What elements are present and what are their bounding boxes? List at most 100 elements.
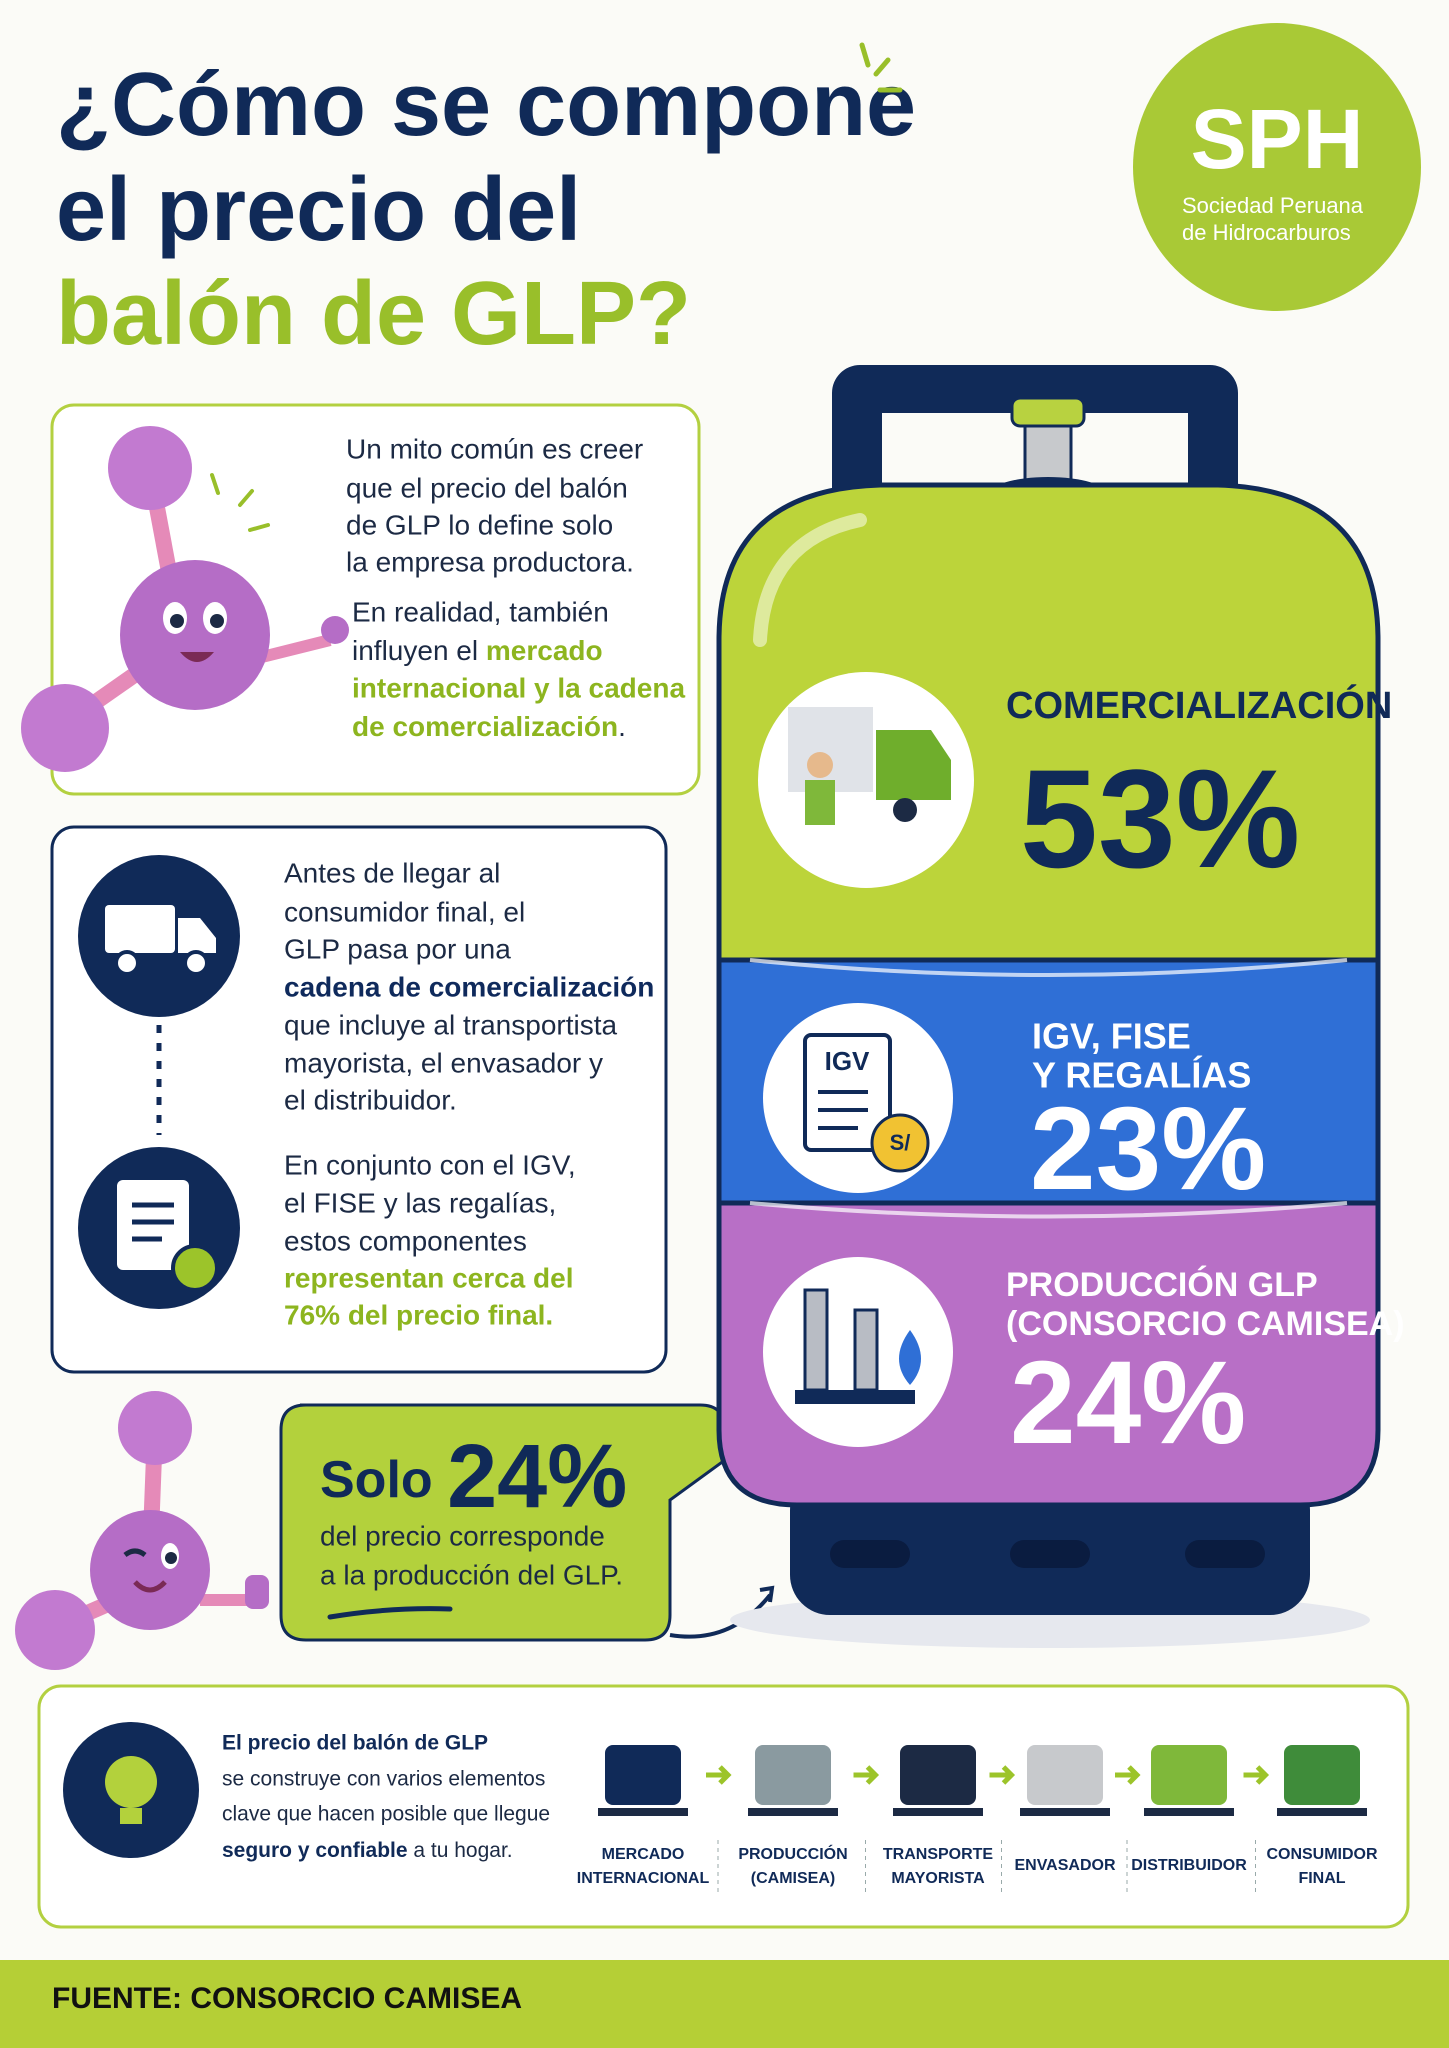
step-label: MERCADO <box>602 1846 685 1863</box>
footer-band <box>0 1960 1449 2048</box>
myth-text: la empresa productora. <box>346 546 634 577</box>
mascot-part <box>321 616 349 644</box>
mascot-part <box>170 614 184 628</box>
step-arrow <box>706 1765 732 1785</box>
summary-highlight: seguro y confiable <box>222 1839 408 1862</box>
myth-text: de GLP lo define solo <box>346 509 613 540</box>
mascot-2-part <box>123 1548 147 1558</box>
summary-box: El precio del balón de GLP se construye … <box>37 1684 1410 1929</box>
chain-text: que incluye al transportista <box>284 1009 618 1040</box>
section-label: Y REGALÍAS <box>1032 1055 1251 1096</box>
underline <box>327 1606 453 1620</box>
chain-text: el distribuidor. <box>284 1084 457 1115</box>
mascot-2-part <box>165 1552 177 1564</box>
plant-icon <box>803 1288 829 1392</box>
title-line: ¿Cómo se compone <box>56 55 916 155</box>
mascot <box>21 426 349 772</box>
truck-icon <box>178 918 216 953</box>
reality-highlight: mercado <box>486 635 603 666</box>
step-icon-base <box>1020 1808 1110 1816</box>
reality-text: . <box>618 711 626 742</box>
truck-icon <box>183 950 209 976</box>
mascot-part <box>210 473 270 532</box>
mascot-2-part <box>118 1391 192 1465</box>
chain-text: el FISE y las regalías, <box>284 1187 556 1218</box>
flame-icon <box>899 1330 921 1385</box>
coin-text: S/ <box>890 1130 911 1155</box>
cylinder: COMERCIALIZACIÓN 53% IGV S/ IGV, FISE Y … <box>716 365 1405 1648</box>
chain-highlight: representan cerca del <box>284 1262 574 1293</box>
section-label: PRODUCCIÓN GLP <box>1006 1266 1318 1304</box>
step-icon <box>1151 1745 1227 1805</box>
chain-text: estos componentes <box>284 1225 527 1256</box>
chain-highlight: cadena de comercialización <box>284 971 654 1002</box>
truck-icon <box>114 950 140 976</box>
step-icon-base <box>893 1808 983 1816</box>
summary-text: se construye con varios elementos <box>222 1768 545 1791</box>
step-icon-base <box>1144 1808 1234 1816</box>
step-icon-base <box>748 1808 838 1816</box>
section-share: 24% <box>1010 1337 1246 1469</box>
summary-text: seguro y confiable a tu hogar. <box>222 1839 513 1862</box>
step-label: ENVASADOR <box>1014 1857 1115 1874</box>
section-label: COMERCIALIZACIÓN <box>1006 683 1392 727</box>
plant-icon <box>795 1390 915 1404</box>
coin-icon <box>171 1244 219 1292</box>
reality-highlight: internacional y la cadena <box>352 672 685 703</box>
myth-text: que el precio del balón <box>346 472 628 503</box>
truck-icon <box>105 905 175 953</box>
mascot-2-part <box>90 1510 210 1630</box>
person-icon <box>805 780 835 825</box>
base <box>1185 1540 1265 1568</box>
sparkle <box>859 42 903 93</box>
step-label: INTERNACIONAL <box>577 1870 710 1887</box>
mascot-2 <box>15 1391 269 1670</box>
reality-text: En realidad, también <box>352 596 609 627</box>
section-share: 53% <box>1020 740 1300 897</box>
footer-source: FUENTE: CONSORCIO CAMISEA <box>52 1982 522 2015</box>
bulb-icon <box>105 1756 157 1808</box>
mascot-part <box>180 652 214 662</box>
coin-icon <box>870 1113 930 1173</box>
chain-text: GLP pasa por una <box>284 933 511 964</box>
logo-name: de Hidrocarburos <box>1182 220 1351 245</box>
plant-icon <box>853 1308 879 1392</box>
step-arrow <box>1115 1765 1141 1785</box>
title-line: balón de GLP? <box>56 264 691 364</box>
reality-text: influyen el <box>352 635 486 666</box>
speech-bubble: Solo 24% del precio corresponde a la pro… <box>279 1403 775 1642</box>
valve <box>1010 396 1086 428</box>
person-icon <box>807 752 833 778</box>
mascot-part <box>108 426 192 510</box>
mascot-2-part <box>15 1590 95 1670</box>
myth-box: Un mito común es creer que el precio del… <box>21 403 701 796</box>
title-line: el precio del <box>56 160 581 260</box>
steps: MERCADO INTERNACIONAL PRODUCCIÓN (CAMISEA) T… <box>577 1745 1378 1895</box>
step-icon <box>1027 1745 1103 1805</box>
bubble-lead: Solo <box>320 1451 447 1509</box>
bubble-lead: Solo 24% <box>320 1427 627 1527</box>
step-icon-base <box>598 1808 688 1816</box>
truck-icon <box>876 730 951 800</box>
mascot-2-part <box>133 1580 167 1593</box>
step-icon <box>900 1745 976 1805</box>
step-label: MAYORISTA <box>891 1870 985 1887</box>
logo: SPH Sociedad Peruana de Hidrocarburos <box>1133 23 1421 311</box>
step-arrow <box>853 1765 880 1785</box>
step-arrow <box>1243 1765 1270 1785</box>
step-label: DISTRIBUIDOR <box>1131 1857 1247 1874</box>
chain-text: En conjunto con el IGV, <box>284 1149 576 1180</box>
myth-text: Un mito común es creer <box>346 433 643 464</box>
mascot-2-part <box>245 1575 269 1609</box>
step-label: TRANSPORTE <box>883 1846 994 1863</box>
chain-text: consumidor final, el <box>284 896 525 927</box>
chain-text: Antes de llegar al <box>284 857 500 888</box>
base <box>830 1540 910 1568</box>
truck-icon <box>788 707 873 792</box>
mascot-part <box>120 560 270 710</box>
step-label: (CAMISEA) <box>751 1870 835 1887</box>
tax-icon-text: IGV <box>825 1046 870 1076</box>
reality-text: influyen el mercado <box>352 635 603 666</box>
mascot-part <box>21 684 109 772</box>
chain-text: mayorista, el envasador y <box>284 1047 603 1078</box>
